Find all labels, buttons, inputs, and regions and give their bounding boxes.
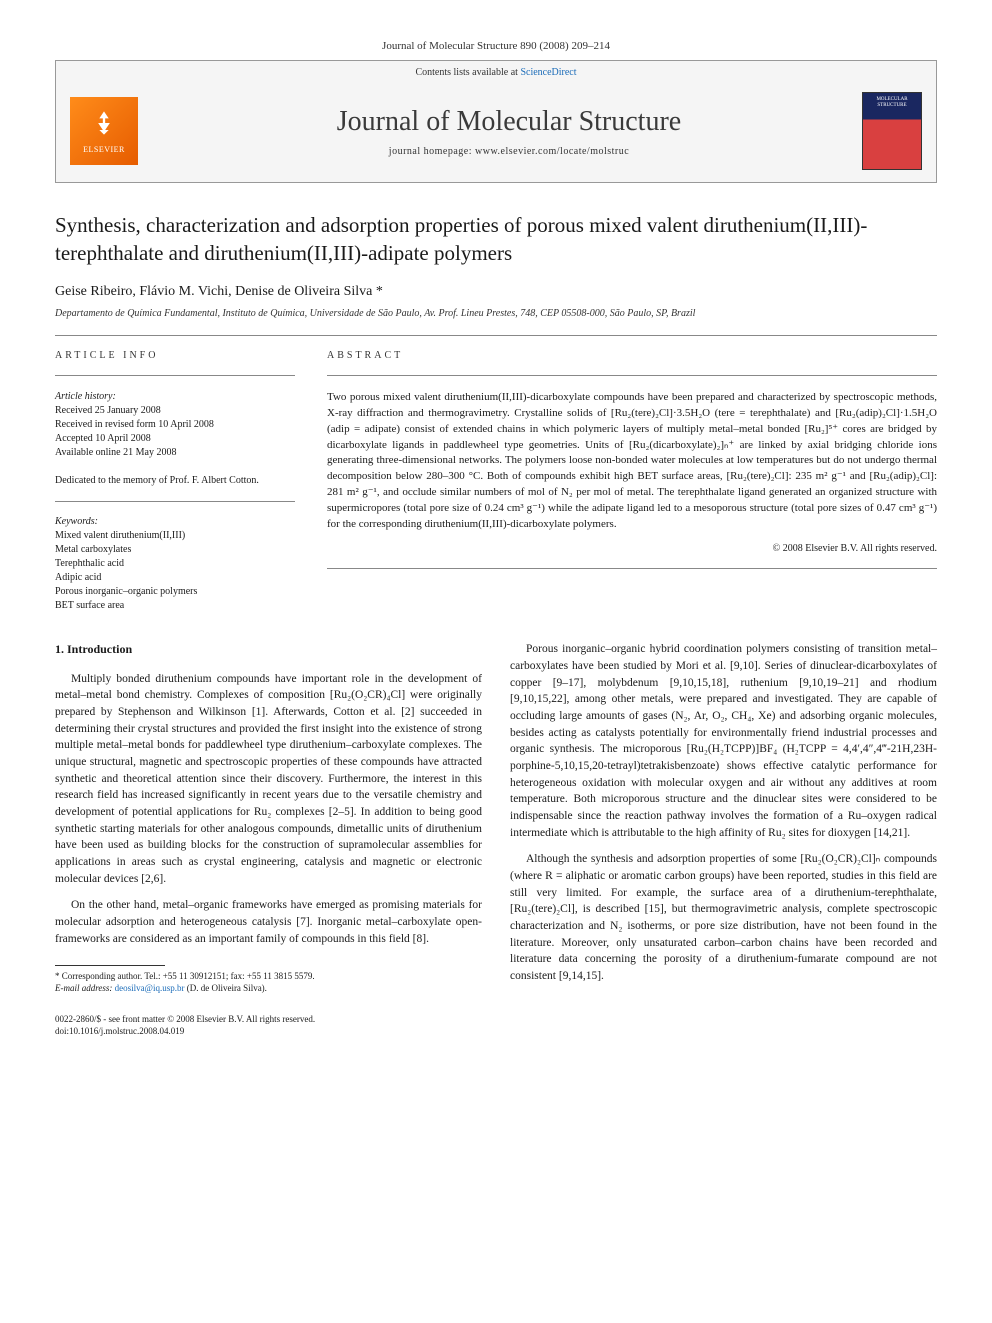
abstract-text: Two porous mixed valent diruthenium(II,I… [327, 390, 937, 533]
paragraph: Porous inorganic–organic hybrid coordina… [510, 641, 937, 841]
body-column-right: Porous inorganic–organic hybrid coordina… [510, 641, 937, 994]
article-info-heading: ARTICLE INFO [55, 350, 295, 361]
history-label: Article history: [55, 390, 295, 404]
keywords-label: Keywords: [55, 516, 295, 527]
bottom-bar: 0022-2860/$ - see front matter © 2008 El… [55, 1013, 937, 1037]
authors: Geise Ribeiro, Flávio M. Vichi, Denise d… [55, 284, 937, 300]
cover-label-2: STRUCTURE [877, 103, 906, 109]
online-date: Available online 21 May 2008 [55, 446, 295, 460]
section-heading: 1. Introduction [55, 641, 482, 658]
keywords-list: Mixed valent diruthenium(II,III) Metal c… [55, 529, 295, 613]
corr-author-line: * Corresponding author. Tel.: +55 11 309… [55, 970, 482, 982]
keyword: BET surface area [55, 599, 295, 613]
divider [55, 335, 937, 336]
publisher-name: ELSEVIER [83, 145, 125, 154]
article-title: Synthesis, characterization and adsorpti… [55, 211, 937, 268]
received-date: Received 25 January 2008 [55, 404, 295, 418]
email-line: E-mail address: deosilva@iq.usp.br (D. d… [55, 982, 482, 994]
journal-title: Journal of Molecular Structure [156, 106, 862, 138]
divider [55, 501, 295, 502]
revised-date: Received in revised form 10 April 2008 [55, 418, 295, 432]
article-history: Article history: Received 25 January 200… [55, 390, 295, 460]
contents-text: Contents lists available at [415, 67, 520, 78]
tree-icon [90, 109, 118, 143]
keyword: Mixed valent diruthenium(II,III) [55, 529, 295, 543]
divider [327, 375, 937, 376]
keyword: Metal carboxylates [55, 543, 295, 557]
email-label: E-mail address: [55, 983, 115, 993]
abstract-heading: ABSTRACT [327, 350, 937, 361]
body-column-left: 1. Introduction Multiply bonded diruthen… [55, 641, 482, 994]
paragraph: On the other hand, metal–organic framewo… [55, 897, 482, 947]
homepage-url: www.elsevier.com/locate/molstruc [475, 146, 629, 157]
elsevier-logo: ELSEVIER [70, 97, 138, 165]
dedication: Dedicated to the memory of Prof. F. Albe… [55, 474, 295, 488]
keyword: Adipic acid [55, 571, 295, 585]
header-main: ELSEVIER Journal of Molecular Structure … [56, 84, 936, 182]
corresponding-author-footnote: * Corresponding author. Tel.: +55 11 309… [55, 970, 482, 994]
abstract-column: ABSTRACT Two porous mixed valent diruthe… [327, 350, 937, 614]
paragraph: Although the synthesis and adsorption pr… [510, 851, 937, 984]
citation: Journal of Molecular Structure 890 (2008… [55, 40, 937, 52]
keyword: Porous inorganic–organic polymers [55, 585, 295, 599]
journal-homepage: journal homepage: www.elsevier.com/locat… [156, 146, 862, 157]
front-matter-line: 0022-2860/$ - see front matter © 2008 El… [55, 1013, 937, 1025]
keyword: Terephthalic acid [55, 557, 295, 571]
email-suffix: (D. de Oliveira Silva). [184, 983, 266, 993]
sciencedirect-link[interactable]: ScienceDirect [520, 67, 576, 78]
contents-bar: Contents lists available at ScienceDirec… [56, 61, 936, 84]
info-abstract-row: ARTICLE INFO Article history: Received 2… [55, 350, 937, 614]
copyright: © 2008 Elsevier B.V. All rights reserved… [327, 543, 937, 554]
journal-header: Contents lists available at ScienceDirec… [55, 60, 937, 183]
footnote-rule [55, 965, 165, 966]
accepted-date: Accepted 10 April 2008 [55, 432, 295, 446]
email-link[interactable]: deosilva@iq.usp.br [115, 983, 185, 993]
journal-title-block: Journal of Molecular Structure journal h… [156, 106, 862, 157]
affiliation: Departamento de Química Fundamental, Ins… [55, 308, 937, 319]
homepage-label: journal homepage: [389, 146, 475, 157]
page-root: Journal of Molecular Structure 890 (2008… [0, 0, 992, 1077]
divider [327, 568, 937, 569]
body-columns: 1. Introduction Multiply bonded diruthen… [55, 641, 937, 994]
doi-line: doi:10.1016/j.molstruc.2008.04.019 [55, 1025, 937, 1037]
paragraph: Multiply bonded diruthenium compounds ha… [55, 671, 482, 888]
article-info-column: ARTICLE INFO Article history: Received 2… [55, 350, 295, 614]
journal-cover-thumbnail: MOLECULAR STRUCTURE [862, 92, 922, 170]
divider [55, 375, 295, 376]
